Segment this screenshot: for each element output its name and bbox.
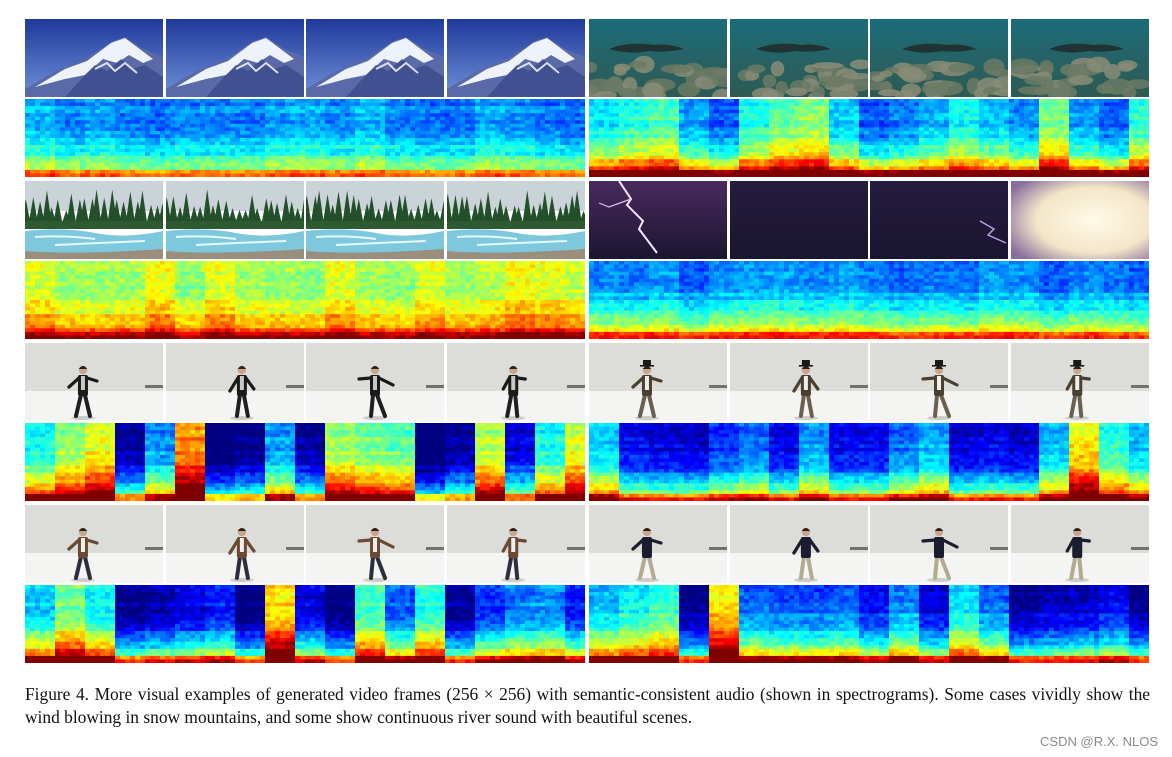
video-frame-river-4 bbox=[446, 181, 585, 259]
spectrogram-dancer-brown-jacket bbox=[25, 585, 585, 663]
video-frame-lightning-1 bbox=[589, 181, 727, 259]
spectrogram-river bbox=[25, 261, 585, 339]
caption-text: More visual examples of generated video … bbox=[25, 684, 1150, 727]
video-frame-dancer-dark-sweater-1 bbox=[589, 505, 727, 583]
video-frame-dancer-dark-sweater-3 bbox=[870, 505, 1008, 583]
video-frame-dancer-black-jacket-4 bbox=[446, 343, 585, 421]
video-frame-dancer-brown-jacket-2 bbox=[165, 505, 304, 583]
figure-caption: Figure 4. More visual examples of genera… bbox=[25, 683, 1150, 729]
video-frame-snow-mountain-2 bbox=[165, 19, 304, 97]
video-frame-dancer-black-jacket-3 bbox=[306, 343, 444, 421]
spectrogram-snow-mountain bbox=[25, 99, 585, 177]
video-frame-river-2 bbox=[165, 181, 304, 259]
video-frame-dancer-hat-overalls-2 bbox=[729, 343, 868, 421]
video-frame-underwater-4 bbox=[1010, 19, 1149, 97]
video-frame-river-3 bbox=[306, 181, 444, 259]
video-frame-snow-mountain-1 bbox=[25, 19, 163, 97]
video-frame-dancer-black-jacket-1 bbox=[25, 343, 163, 421]
video-frame-dancer-dark-sweater-2 bbox=[729, 505, 868, 583]
spectrogram-dancer-hat-overalls bbox=[589, 423, 1149, 501]
video-frame-lightning-3 bbox=[870, 181, 1008, 259]
video-frame-underwater-2 bbox=[729, 19, 868, 97]
spectrogram-dancer-black-jacket bbox=[25, 423, 585, 501]
video-frame-lightning-4 bbox=[1010, 181, 1149, 259]
video-frame-dancer-brown-jacket-4 bbox=[446, 505, 585, 583]
video-frame-lightning-2 bbox=[729, 181, 868, 259]
caption-label: Figure 4. bbox=[25, 684, 89, 704]
video-frame-dancer-black-jacket-2 bbox=[165, 343, 304, 421]
spectrogram-lightning bbox=[589, 261, 1149, 339]
video-frame-underwater-1 bbox=[589, 19, 727, 97]
figure-grid bbox=[25, 19, 1149, 663]
video-frame-dancer-hat-overalls-4 bbox=[1010, 343, 1149, 421]
video-frame-snow-mountain-4 bbox=[446, 19, 585, 97]
video-frame-river-1 bbox=[25, 181, 163, 259]
video-frame-dancer-hat-overalls-1 bbox=[589, 343, 727, 421]
video-frame-dancer-brown-jacket-1 bbox=[25, 505, 163, 583]
video-frame-snow-mountain-3 bbox=[306, 19, 444, 97]
video-frame-dancer-brown-jacket-3 bbox=[306, 505, 444, 583]
video-frame-dancer-hat-overalls-3 bbox=[870, 343, 1008, 421]
spectrogram-dancer-dark-sweater bbox=[589, 585, 1149, 663]
watermark: CSDN @R.X. NLOS bbox=[1040, 734, 1158, 749]
video-frame-underwater-3 bbox=[870, 19, 1008, 97]
spectrogram-underwater bbox=[589, 99, 1149, 177]
video-frame-dancer-dark-sweater-4 bbox=[1010, 505, 1149, 583]
